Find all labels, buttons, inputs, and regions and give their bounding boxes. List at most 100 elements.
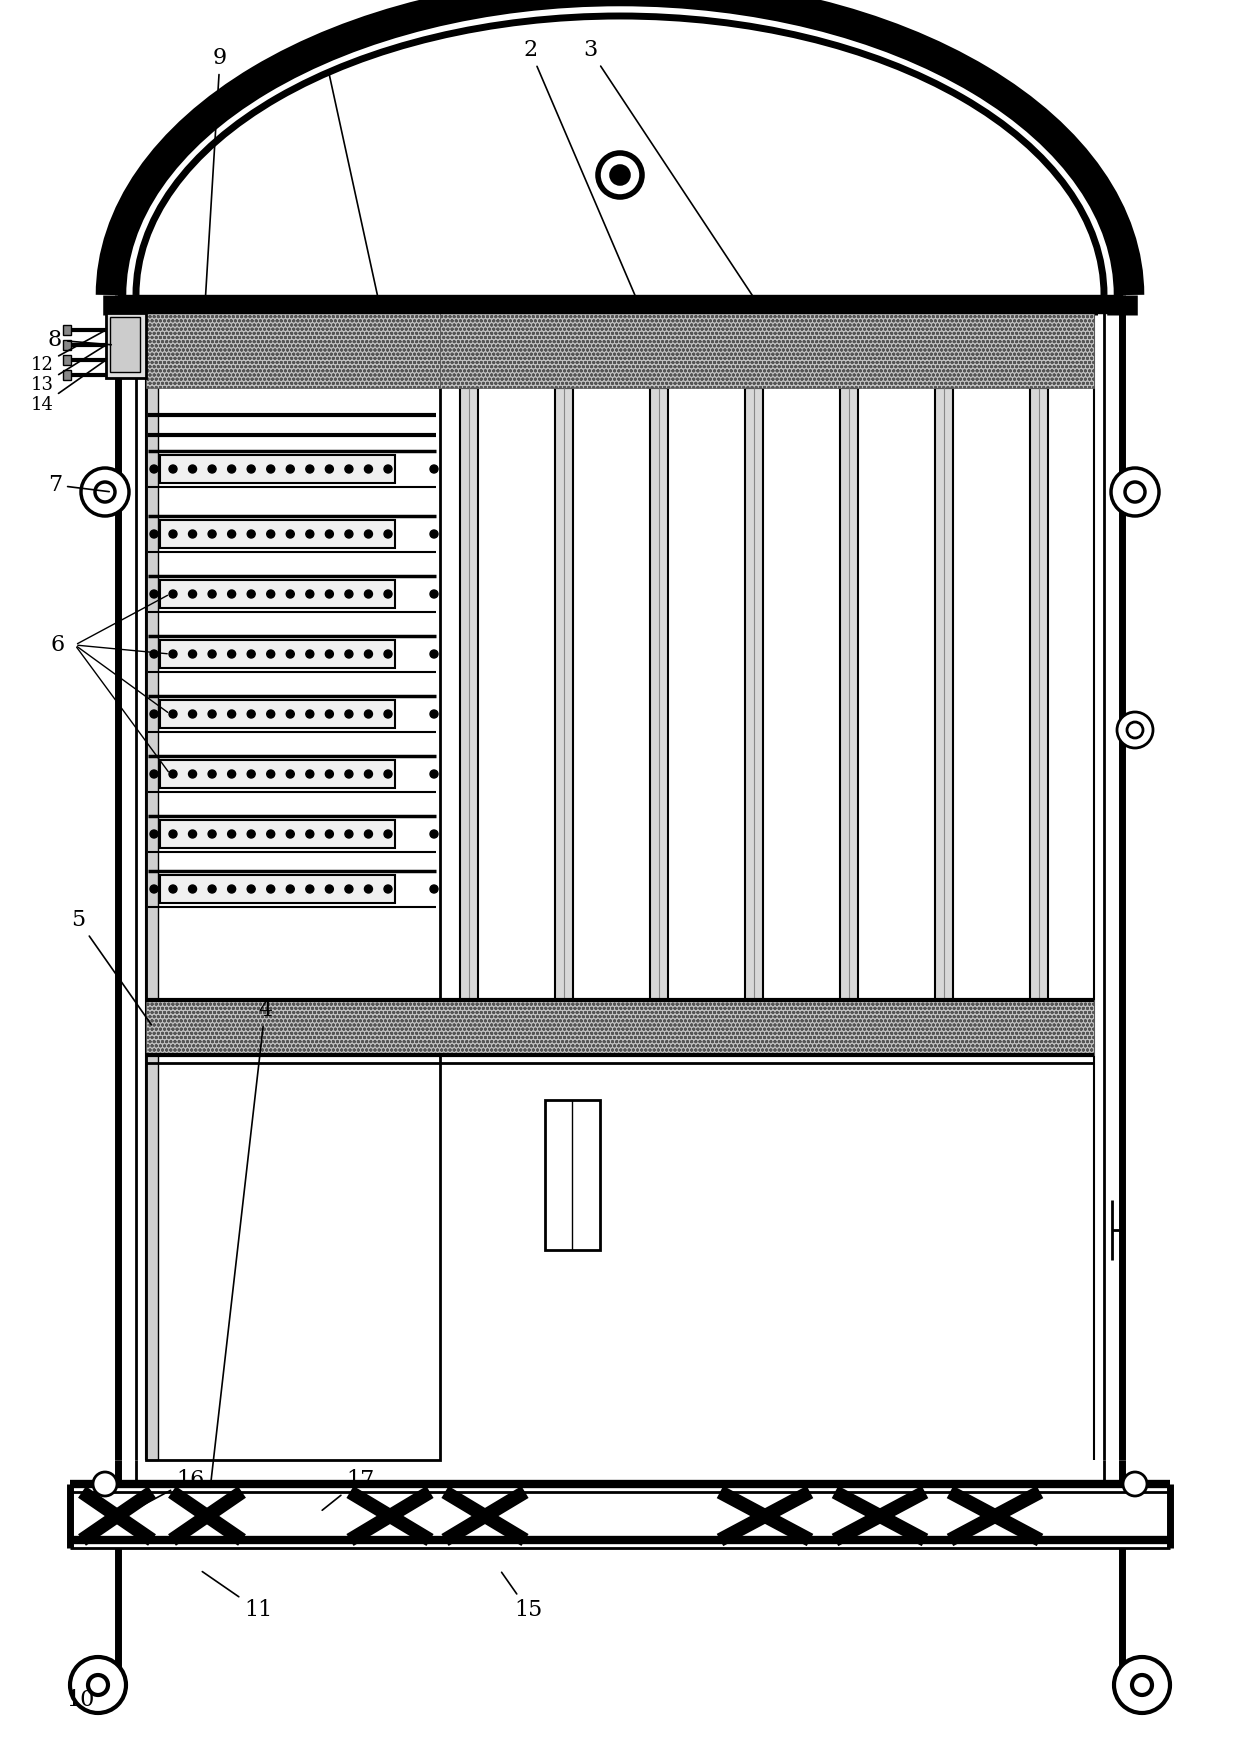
Circle shape bbox=[208, 465, 216, 472]
Bar bbox=[146, 314, 440, 388]
Circle shape bbox=[365, 651, 372, 658]
Circle shape bbox=[247, 770, 255, 777]
Circle shape bbox=[247, 465, 255, 472]
Text: 10: 10 bbox=[66, 1689, 98, 1714]
Bar bbox=[105, 314, 146, 377]
Circle shape bbox=[169, 710, 177, 718]
Circle shape bbox=[345, 830, 353, 837]
Bar bbox=[63, 340, 71, 351]
Circle shape bbox=[325, 531, 334, 538]
Bar bbox=[160, 760, 396, 788]
Circle shape bbox=[247, 885, 255, 894]
Circle shape bbox=[188, 531, 197, 538]
Circle shape bbox=[430, 465, 438, 472]
Circle shape bbox=[365, 591, 372, 598]
Circle shape bbox=[267, 651, 275, 658]
Text: 2: 2 bbox=[523, 39, 639, 305]
Circle shape bbox=[1123, 1472, 1147, 1497]
Circle shape bbox=[150, 710, 157, 718]
Circle shape bbox=[208, 710, 216, 718]
Circle shape bbox=[150, 830, 157, 837]
Circle shape bbox=[69, 1657, 126, 1714]
Circle shape bbox=[1125, 481, 1145, 502]
Circle shape bbox=[430, 830, 438, 837]
Bar bbox=[745, 388, 763, 1000]
Bar bbox=[160, 820, 396, 848]
Circle shape bbox=[188, 651, 197, 658]
Circle shape bbox=[286, 651, 294, 658]
Bar bbox=[63, 370, 71, 381]
Circle shape bbox=[325, 885, 334, 894]
Bar bbox=[546, 1100, 600, 1250]
Bar bbox=[160, 700, 396, 728]
Text: 11: 11 bbox=[202, 1571, 272, 1620]
Circle shape bbox=[306, 885, 314, 894]
Circle shape bbox=[247, 651, 255, 658]
Circle shape bbox=[345, 885, 353, 894]
Text: 6: 6 bbox=[51, 635, 64, 656]
Circle shape bbox=[345, 591, 353, 598]
Bar bbox=[839, 388, 858, 1000]
Circle shape bbox=[228, 651, 236, 658]
Circle shape bbox=[188, 591, 197, 598]
Circle shape bbox=[430, 885, 438, 894]
Bar bbox=[1030, 388, 1048, 1000]
Bar bbox=[460, 388, 477, 1000]
Circle shape bbox=[286, 885, 294, 894]
Circle shape bbox=[306, 531, 314, 538]
Bar bbox=[63, 324, 71, 335]
Circle shape bbox=[598, 153, 642, 197]
Bar bbox=[650, 388, 668, 1000]
Circle shape bbox=[228, 830, 236, 837]
Circle shape bbox=[247, 531, 255, 538]
Bar bbox=[110, 317, 140, 372]
Circle shape bbox=[169, 465, 177, 472]
Circle shape bbox=[208, 830, 216, 837]
Circle shape bbox=[365, 465, 372, 472]
Bar bbox=[160, 520, 396, 548]
Circle shape bbox=[1117, 712, 1153, 748]
Circle shape bbox=[430, 531, 438, 538]
Circle shape bbox=[384, 710, 392, 718]
Circle shape bbox=[150, 531, 157, 538]
Circle shape bbox=[150, 465, 157, 472]
Circle shape bbox=[365, 885, 372, 894]
Circle shape bbox=[430, 651, 438, 658]
Bar bbox=[556, 388, 573, 1000]
Text: 5: 5 bbox=[71, 910, 151, 1024]
Circle shape bbox=[384, 591, 392, 598]
Circle shape bbox=[88, 1675, 108, 1694]
Bar bbox=[118, 294, 1122, 314]
Bar bbox=[160, 580, 396, 608]
Text: 4: 4 bbox=[211, 1000, 272, 1488]
Circle shape bbox=[81, 467, 129, 517]
Circle shape bbox=[306, 770, 314, 777]
Circle shape bbox=[345, 531, 353, 538]
Text: 15: 15 bbox=[502, 1573, 542, 1620]
Circle shape bbox=[430, 770, 438, 777]
Circle shape bbox=[306, 710, 314, 718]
Circle shape bbox=[345, 710, 353, 718]
Circle shape bbox=[247, 830, 255, 837]
Circle shape bbox=[325, 591, 334, 598]
Circle shape bbox=[365, 710, 372, 718]
Circle shape bbox=[188, 465, 197, 472]
Circle shape bbox=[208, 885, 216, 894]
Circle shape bbox=[325, 710, 334, 718]
Circle shape bbox=[169, 770, 177, 777]
Bar bbox=[160, 874, 396, 903]
Circle shape bbox=[365, 770, 372, 777]
Circle shape bbox=[306, 465, 314, 472]
Bar bbox=[146, 376, 157, 1460]
Circle shape bbox=[267, 465, 275, 472]
Circle shape bbox=[188, 710, 197, 718]
Circle shape bbox=[169, 885, 177, 894]
Circle shape bbox=[345, 651, 353, 658]
Circle shape bbox=[384, 770, 392, 777]
Bar bbox=[160, 640, 396, 668]
Bar bbox=[146, 1000, 1094, 1054]
Circle shape bbox=[384, 651, 392, 658]
Circle shape bbox=[228, 885, 236, 894]
Text: 12: 12 bbox=[31, 331, 104, 374]
Circle shape bbox=[208, 651, 216, 658]
